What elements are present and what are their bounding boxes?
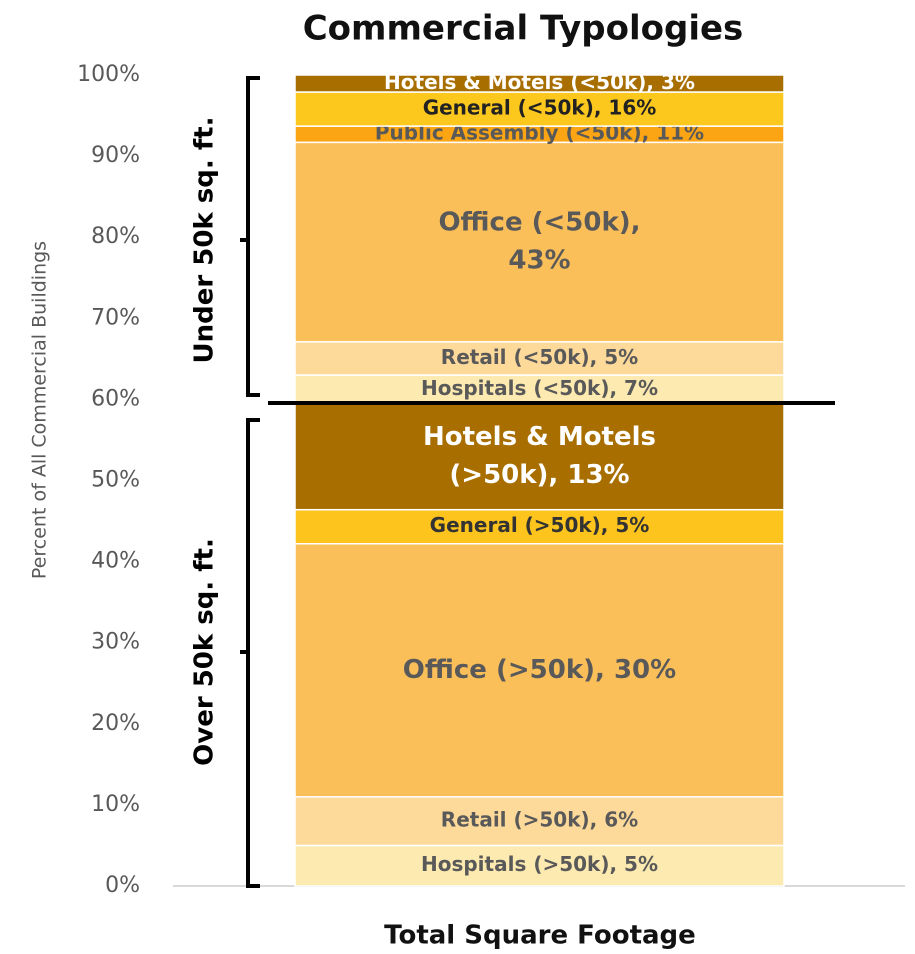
segment-label: General (>50k), 5% xyxy=(430,513,650,537)
y-tick-label: 50% xyxy=(91,468,140,493)
bar-segment xyxy=(294,543,785,798)
bar-segment xyxy=(294,141,785,343)
bar-segment xyxy=(294,341,785,376)
segment-label: Retail (<50k), 5% xyxy=(441,345,638,369)
group-label: Under 50k sq. ft. xyxy=(190,117,220,364)
segment-label: Retail (>50k), 6% xyxy=(441,808,638,832)
segment-label: 43% xyxy=(508,245,570,275)
plot: 0% 10% 20% 30% 40% 50% 60% 70% 80% 90% 100% Hospita… xyxy=(77,62,905,898)
y-tick-label: 100% xyxy=(77,62,140,87)
segment-label: Hotels & Motels xyxy=(423,422,656,452)
segment-label: Hospitals (>50k), 5% xyxy=(421,852,658,876)
y-tick-label: 30% xyxy=(91,630,140,655)
segment-label: Hospitals (<50k), 7% xyxy=(421,376,658,400)
y-tick-label: 80% xyxy=(91,224,140,249)
bar-segment xyxy=(294,402,785,511)
chart-title: Commercial Typologies xyxy=(303,9,744,49)
x-axis-label: Total Square Footage xyxy=(384,921,696,951)
bar-segment xyxy=(294,508,785,545)
y-tick-label: 0% xyxy=(105,873,140,898)
segment-label: Office (>50k), 30% xyxy=(403,655,676,685)
y-tick-label: 70% xyxy=(91,305,140,330)
y-tick-label: 20% xyxy=(91,711,140,736)
y-tick-label: 90% xyxy=(91,143,140,168)
bar-segment xyxy=(294,374,785,405)
segment-label: Office (<50k), xyxy=(438,208,640,238)
y-axis-label: Percent of All Commercial Buildings xyxy=(29,241,51,579)
y-tick-label: 60% xyxy=(91,386,140,411)
segment-label: (>50k), 13% xyxy=(449,460,629,490)
y-tick-label: 40% xyxy=(91,549,140,574)
group-label: Over 50k sq. ft. xyxy=(190,538,220,766)
segment-label: General (<50k), 16% xyxy=(423,96,657,120)
bar-segment xyxy=(294,74,785,93)
bracket xyxy=(240,76,260,397)
y-tick-label: 10% xyxy=(91,792,140,817)
segment-label: Hotels & Motels (<50k), 3% xyxy=(384,70,695,94)
bracket xyxy=(240,418,260,888)
